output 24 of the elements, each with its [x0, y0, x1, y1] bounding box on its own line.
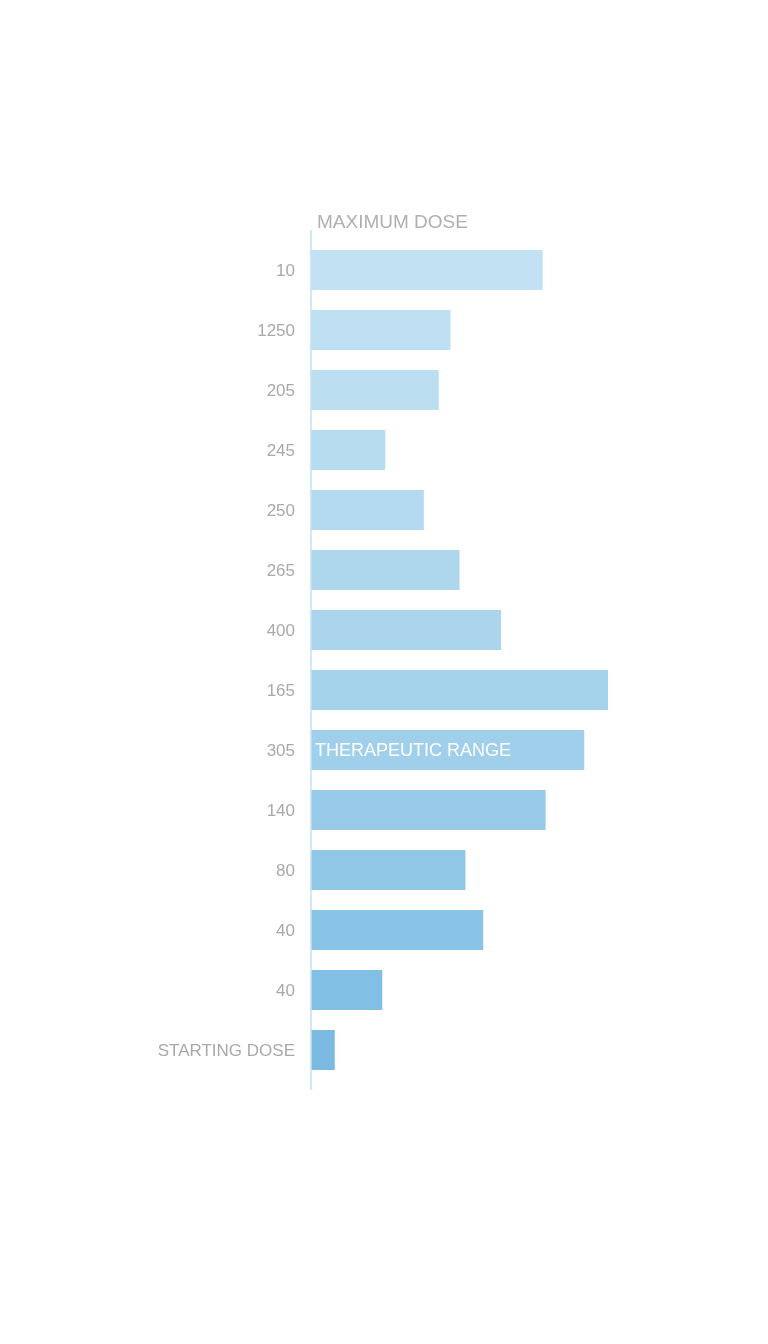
y-tick-label: 1250: [257, 320, 295, 340]
bar: [311, 610, 502, 650]
bar: [311, 1030, 335, 1070]
y-tick-label: STARTING DOSE: [157, 1040, 295, 1060]
annotation: THERAPEUTIC RANGE: [315, 740, 512, 761]
y-tick-label: 245: [266, 440, 295, 460]
bar: [311, 970, 383, 1010]
y-tick-label: 165: [266, 680, 295, 700]
bar: [311, 550, 460, 590]
bar: [311, 910, 484, 950]
y-tick-label: 140: [266, 800, 295, 820]
y-tick-label: 80: [276, 860, 295, 880]
y-axis-title: MAXIMUM DOSE: [317, 211, 468, 232]
bar: [311, 850, 466, 890]
y-tick-label: 265: [266, 560, 295, 580]
bar: [311, 790, 546, 830]
bar: [311, 670, 608, 710]
y-tick-label: 305: [266, 740, 295, 760]
y-tick-label: 400: [266, 620, 295, 640]
y-tick-label: 250: [266, 500, 295, 520]
y-tick-label: 205: [266, 380, 295, 400]
y-tick-label: 10: [276, 260, 295, 280]
y-tick-label: 40: [276, 920, 295, 940]
y-tick-label: 40: [276, 980, 295, 1000]
